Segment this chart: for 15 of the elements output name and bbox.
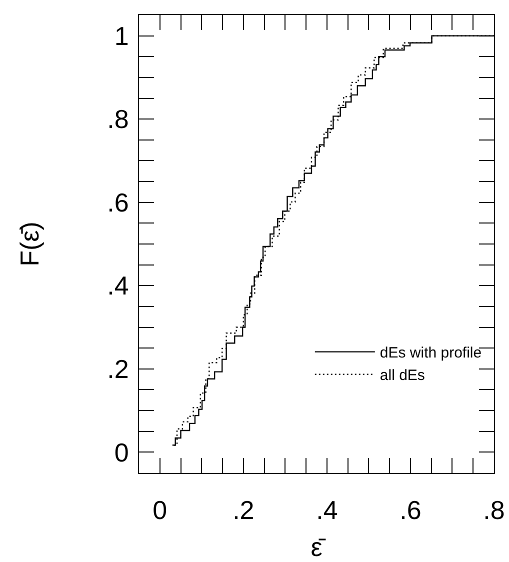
x-tick-label: 0	[152, 495, 168, 526]
y-tick-label: .6	[107, 187, 129, 218]
x-tick-label: .4	[316, 495, 338, 526]
y-tick-label: 1	[114, 20, 129, 51]
x-tick-label: .6	[400, 495, 422, 526]
legend-label: all dEs	[380, 367, 425, 384]
x-tick-label: .8	[483, 495, 505, 526]
y-axis-title: F(ε̄)	[14, 222, 45, 266]
y-tick-label: .2	[107, 354, 129, 384]
x-axis-title: ε̄	[310, 532, 326, 562]
y-tick-label: .8	[107, 104, 129, 134]
y-tick-label: .4	[107, 270, 129, 301]
legend-label: dEs with profile	[380, 344, 482, 362]
y-tick-label: 0	[114, 437, 129, 468]
x-tick-label: .2	[232, 495, 254, 526]
